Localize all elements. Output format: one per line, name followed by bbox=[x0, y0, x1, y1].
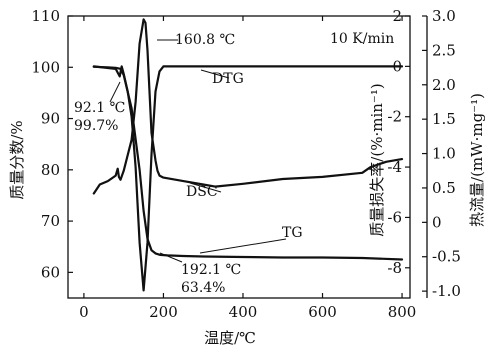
series-line-dsc bbox=[92, 18, 404, 195]
right2-tick-label: 2.0 bbox=[432, 76, 456, 94]
annotation-160c: 160.8 ℃ bbox=[175, 32, 235, 48]
x-tick-label: 200 bbox=[149, 303, 178, 321]
right1-tick-label: -8 bbox=[387, 259, 402, 277]
left-tick-label: 110 bbox=[31, 7, 60, 25]
annotation-63pct: 63.4% bbox=[181, 280, 225, 296]
right1-tick-label: -6 bbox=[387, 208, 402, 226]
right-axis-1-title: 质量损失率/(%·min⁻¹) bbox=[368, 83, 386, 236]
annotation-99pct: 99.7% bbox=[74, 118, 118, 134]
right1-tick-label: -4 bbox=[387, 158, 402, 176]
leader-line bbox=[109, 81, 121, 103]
leader-line bbox=[159, 252, 183, 263]
left-tick-label: 100 bbox=[31, 58, 60, 76]
x-tick-label: 800 bbox=[388, 303, 417, 321]
right2-tick-label: 0.5 bbox=[432, 179, 456, 197]
left-tick-label: 90 bbox=[41, 110, 60, 128]
annotation-192c: 192.1 ℃ bbox=[181, 262, 241, 278]
right-axis-2-title: 热流量/(mW·mg⁻¹) bbox=[468, 93, 486, 227]
right1-tick-label: -2 bbox=[387, 108, 402, 126]
right2-tick-label: 2.5 bbox=[432, 41, 456, 59]
x-axis-title: 温度/℃ bbox=[204, 329, 256, 347]
right2-tick-label: 1.5 bbox=[432, 110, 456, 128]
left-tick-label: 60 bbox=[41, 263, 60, 281]
annotation-92c: 92.1 ℃ bbox=[74, 100, 125, 116]
right2-tick-label: 1.0 bbox=[432, 145, 456, 163]
series-label-dtg: DTG bbox=[212, 71, 244, 87]
leader-line bbox=[189, 182, 222, 193]
right2-tick-label: -0.5 bbox=[432, 248, 461, 266]
left-tick-label: 70 bbox=[41, 212, 60, 230]
leader-line bbox=[200, 69, 230, 79]
series-label-tg: TG bbox=[282, 225, 303, 241]
left-axis-title: 质量分数/% bbox=[8, 120, 26, 199]
x-tick-label: 0 bbox=[79, 303, 89, 321]
right2-tick-label: 0 bbox=[432, 213, 442, 231]
right1-tick-label: 2 bbox=[392, 7, 402, 25]
rate-annotation: 10 K/min bbox=[330, 31, 394, 47]
x-tick-label: 400 bbox=[229, 303, 258, 321]
series-line-dtg bbox=[92, 65, 404, 292]
leader-line bbox=[199, 238, 287, 254]
left-tick-label: 80 bbox=[41, 161, 60, 179]
x-tick-label: 600 bbox=[308, 303, 337, 321]
axes: 0 200 400 600 800 60 70 80 90 100 110 2 0 -2 -4 -6 -8 3.0… bbox=[31, 7, 461, 321]
series bbox=[92, 18, 404, 292]
series-label-dsc: DSC bbox=[186, 184, 218, 200]
plot-frame bbox=[67, 15, 411, 299]
right2-tick-label: 3.0 bbox=[432, 7, 456, 25]
right2-tick-label: -1.0 bbox=[432, 282, 461, 300]
